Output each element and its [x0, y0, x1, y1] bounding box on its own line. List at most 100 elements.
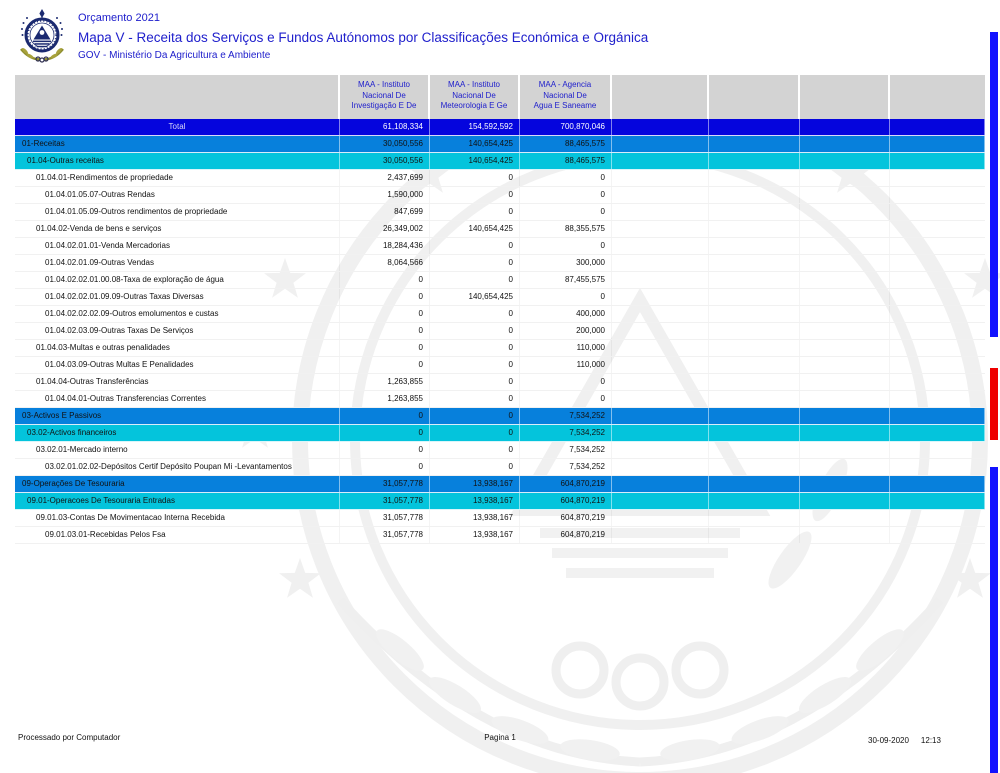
- row-empty-cell: [709, 374, 800, 390]
- row-empty-cell: [709, 170, 800, 186]
- row-value: 1,263,855: [340, 374, 430, 390]
- row-value: 0: [520, 238, 612, 254]
- column-header-empty-2: [709, 75, 800, 119]
- row-empty-cell: [800, 442, 890, 458]
- row-label: 01.04.03-Multas e outras penalidades: [15, 340, 340, 356]
- row-value: 0: [430, 408, 520, 424]
- row-value: 0: [430, 374, 520, 390]
- row-value: 31,057,778: [340, 510, 430, 526]
- row-empty-cell: [800, 408, 890, 424]
- row-empty-cell: [612, 391, 709, 407]
- row-empty-cell: [612, 323, 709, 339]
- row-empty-cell: [709, 510, 800, 526]
- table-row: 01.04.02.03.09-Outras Taxas De Serviços 0…: [15, 323, 985, 340]
- row-empty-cell: [612, 170, 709, 186]
- table-row: 03.02-Activos financeiros 0 0 7,534,252: [15, 425, 985, 442]
- row-label: 01.04.02.02.01.09.09-Outras Taxas Divers…: [15, 289, 340, 305]
- table-row: 03.02.01-Mercado interno 0 0 7,534,252: [15, 442, 985, 459]
- table-row: 03.02.01.02.02-Depósitos Certif Depósito…: [15, 459, 985, 476]
- row-label: 01.04.01.05.09-Outros rendimentos de pro…: [15, 204, 340, 220]
- table-row: 01.04-Outras receitas 30,050,556 140,654,4…: [15, 153, 985, 170]
- row-value: 0: [520, 170, 612, 186]
- row-empty-cell: [890, 289, 985, 305]
- row-value: 0: [520, 204, 612, 220]
- edge-marker-red: [990, 368, 998, 440]
- row-empty-cell: [890, 476, 985, 492]
- row-label: 01.04.02.02.01.00.08-Taxa de exploração …: [15, 272, 340, 288]
- column-header-agencia-agua: MAA - Agencia Nacional De Agua E Saneame: [520, 75, 612, 119]
- row-empty-cell: [709, 187, 800, 203]
- table-row: 09.01.03-Contas De Movimentacao Interna …: [15, 510, 985, 527]
- row-value: 18,284,436: [340, 238, 430, 254]
- row-value: 0: [430, 238, 520, 254]
- row-empty-cell: [709, 204, 800, 220]
- row-value: 7,534,252: [520, 442, 612, 458]
- row-value: 88,355,575: [520, 221, 612, 237]
- row-empty-cell: [800, 459, 890, 475]
- row-empty-cell: [612, 255, 709, 271]
- row-empty-cell: [890, 170, 985, 186]
- row-value: 30,050,556: [340, 136, 430, 152]
- row-empty-cell: [709, 527, 800, 543]
- row-empty-cell: [800, 374, 890, 390]
- row-empty-cell: [709, 306, 800, 322]
- table-row: 01.04.02.02.01.00.08-Taxa de exploração …: [15, 272, 985, 289]
- row-empty-cell: [612, 493, 709, 509]
- row-value: 140,654,425: [430, 221, 520, 237]
- row-empty-cell: [890, 204, 985, 220]
- row-value: 8,064,566: [340, 255, 430, 271]
- cape-verde-emblem-logo: [20, 9, 64, 63]
- row-label: 09.01.03-Contas De Movimentacao Interna …: [15, 510, 340, 526]
- row-empty-cell: [800, 425, 890, 441]
- row-label: 09.01-Operacoes De Tesouraria Entradas: [15, 493, 340, 509]
- row-value: 31,057,778: [340, 476, 430, 492]
- row-label: 09-Operações De Tesouraria: [15, 476, 340, 492]
- row-value: 0: [340, 306, 430, 322]
- row-empty-cell: [612, 204, 709, 220]
- row-empty-cell: [612, 408, 709, 424]
- row-empty-cell: [612, 221, 709, 237]
- row-empty-cell: [612, 357, 709, 373]
- row-empty-cell: [890, 391, 985, 407]
- row-value: 110,000: [520, 357, 612, 373]
- row-label: 01.04.04.01-Outras Transferencias Corren…: [15, 391, 340, 407]
- row-label: 01-Receitas: [15, 136, 340, 152]
- table-row: Total 61,108,334 154,592,592 700,870,046: [15, 119, 985, 136]
- row-empty-cell: [709, 442, 800, 458]
- row-value: 0: [520, 374, 612, 390]
- row-empty-cell: [800, 119, 890, 135]
- row-value: 7,534,252: [520, 425, 612, 441]
- row-label: 03.02.01.02.02-Depósitos Certif Depósito…: [15, 459, 340, 475]
- row-empty-cell: [890, 459, 985, 475]
- row-value: 0: [340, 408, 430, 424]
- header-titles: Orçamento 2021 Mapa V - Receita dos Serv…: [78, 11, 648, 62]
- row-empty-cell: [709, 357, 800, 373]
- row-value: 13,938,167: [430, 493, 520, 509]
- row-empty-cell: [612, 374, 709, 390]
- row-label-column-header: [15, 75, 340, 119]
- row-value: 0: [340, 459, 430, 475]
- table-row: 01.04.01-Rendimentos de propriedade 2,437…: [15, 170, 985, 187]
- row-empty-cell: [709, 289, 800, 305]
- row-value: 0: [340, 425, 430, 441]
- row-empty-cell: [800, 187, 890, 203]
- row-value: 0: [340, 289, 430, 305]
- row-value: 0: [430, 340, 520, 356]
- row-label: 01.04.01-Rendimentos de propriedade: [15, 170, 340, 186]
- table-row: 09.01-Operacoes De Tesouraria Entradas 31…: [15, 493, 985, 510]
- table-row: 01.04.02.02.02.09-Outros emolumentos e c…: [15, 306, 985, 323]
- row-value: 140,654,425: [430, 136, 520, 152]
- row-value: 31,057,778: [340, 527, 430, 543]
- table-row: 09.01.03.01-Recebidas Pelos Fsa 31,057,77…: [15, 527, 985, 544]
- row-empty-cell: [800, 391, 890, 407]
- row-value: 400,000: [520, 306, 612, 322]
- row-empty-cell: [800, 204, 890, 220]
- row-value: 0: [430, 272, 520, 288]
- row-value: 0: [430, 204, 520, 220]
- row-label: Total: [15, 119, 340, 135]
- row-empty-cell: [890, 255, 985, 271]
- row-value: 200,000: [520, 323, 612, 339]
- row-value: 31,057,778: [340, 493, 430, 509]
- edge-marker-blue-top: [990, 32, 998, 337]
- row-empty-cell: [800, 170, 890, 186]
